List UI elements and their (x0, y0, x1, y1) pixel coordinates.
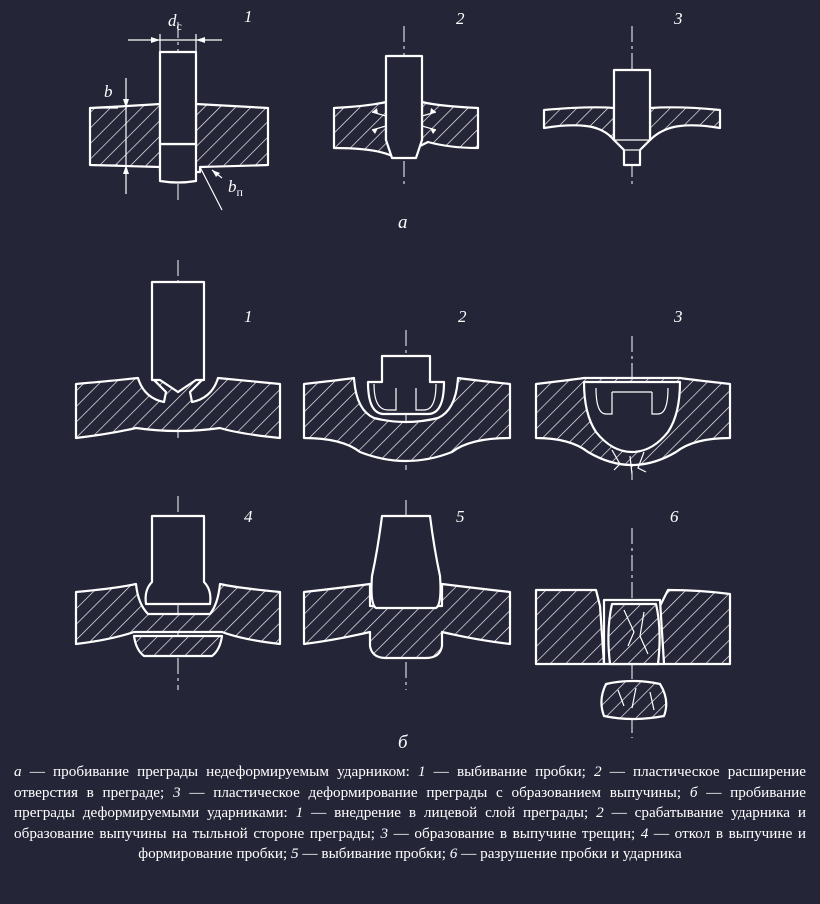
fig-a1-number: 1 (244, 7, 253, 26)
bp-label: bп (228, 177, 244, 199)
fig-b3-number: 3 (673, 307, 683, 326)
fig-b3-cracks: 3 (534, 307, 732, 480)
section-a-label: а (398, 212, 408, 233)
fig-b4-spall: 4 (74, 496, 282, 690)
fig-a3-bulge: 3 (542, 9, 722, 186)
fig-a2-number: 2 (456, 9, 465, 28)
fig-b5-number: 5 (456, 507, 465, 526)
fig-b2-bulge: 2 (302, 307, 512, 470)
fig-b6-destruction: 6 (534, 507, 732, 738)
fig-b1-number: 1 (244, 307, 253, 326)
figure-caption: а — пробивание преграды недеформируемым … (14, 763, 807, 863)
b-label: b (104, 82, 113, 101)
fig-a3-number: 3 (673, 9, 683, 28)
penetration-diagram: dc b bп 1 2 3 а 1 (74, 7, 732, 753)
fig-b1-penetration: 1 (74, 260, 282, 440)
fig-a2-hole-expansion: 2 (332, 9, 480, 186)
fig-a1-plug-ejection: dc b bп 1 (88, 7, 270, 211)
fig-b4-number: 4 (244, 507, 253, 526)
section-b-label: б (398, 732, 409, 753)
fig-b2-number: 2 (458, 307, 467, 326)
fig-b6-number: 6 (670, 507, 679, 526)
fig-b5-plug-ejection: 5 (302, 500, 512, 690)
dc-label: dc (168, 11, 182, 33)
